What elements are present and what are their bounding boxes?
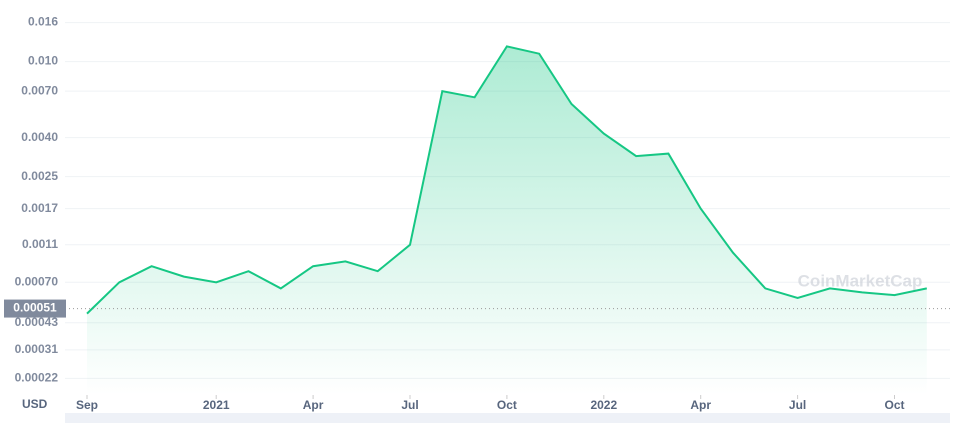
x-tick-label: Apr bbox=[690, 398, 711, 412]
navigator bbox=[65, 413, 950, 423]
watermark: CoinMarketCap bbox=[798, 271, 923, 290]
current-price-label: 0.00051 bbox=[13, 301, 57, 315]
y-tick-label: 0.0017 bbox=[21, 201, 58, 215]
x-tick-label: 2021 bbox=[203, 398, 230, 412]
x-tick-label: Sep bbox=[76, 398, 98, 412]
y-tick-label: 0.00022 bbox=[15, 371, 59, 385]
price-line bbox=[86, 45, 928, 315]
y-tick-label: 0.0025 bbox=[21, 169, 58, 183]
x-tick-label: Apr bbox=[303, 398, 324, 412]
y-tick-label: 0.00070 bbox=[15, 274, 59, 288]
x-tick-label: Oct bbox=[497, 398, 517, 412]
y-tick-label: 0.010 bbox=[28, 54, 58, 68]
y-tick-label: 0.016 bbox=[28, 15, 58, 29]
y-tick-label: 0.0040 bbox=[21, 130, 58, 144]
price-area bbox=[87, 46, 927, 396]
currency-label: USD bbox=[22, 397, 48, 411]
current-price-box bbox=[4, 299, 66, 318]
y-tick-label: 0.0011 bbox=[22, 237, 58, 251]
x-tick-label: 2022 bbox=[590, 398, 617, 412]
x-tick-label: Jul bbox=[789, 398, 806, 412]
y-tick-label: 0.0070 bbox=[21, 83, 58, 97]
x-tick-label: Jul bbox=[401, 398, 418, 412]
x-tick-label: Oct bbox=[884, 398, 904, 412]
y-tick-label: 0.00031 bbox=[15, 342, 59, 356]
y-tick-label: 0.00043 bbox=[15, 315, 59, 329]
